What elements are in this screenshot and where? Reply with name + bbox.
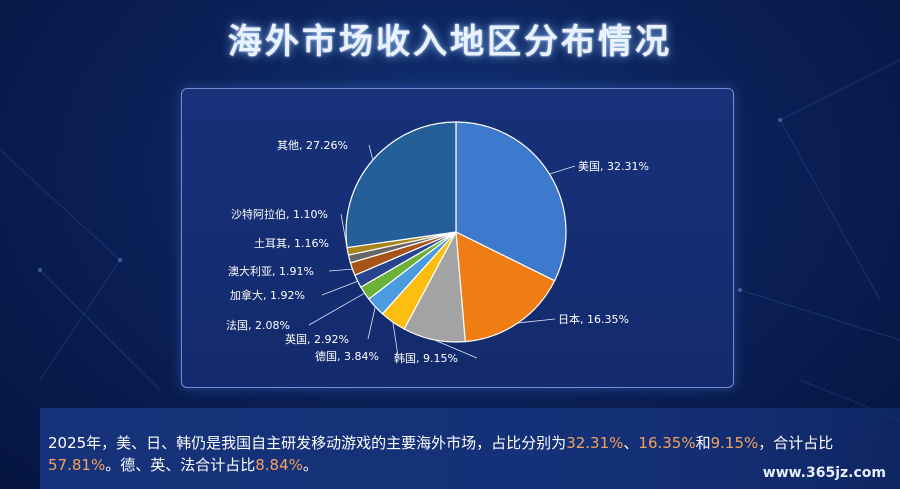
leader-line: [368, 144, 374, 161]
highlight-value: 57.81%: [48, 456, 106, 474]
highlight-value: 9.15%: [710, 434, 759, 452]
slice-label: 法国, 2.08%: [226, 318, 290, 332]
leader-line: [517, 318, 556, 324]
leader-line: [328, 268, 353, 272]
slice-label: 土耳其, 1.16%: [254, 237, 329, 250]
summary-fragment: 、: [623, 434, 639, 452]
slice-label: 沙特阿拉伯, 1.10%: [231, 207, 328, 221]
summary-fragment: 。: [302, 456, 318, 474]
leader-line: [367, 306, 376, 340]
leader-line: [433, 339, 478, 359]
highlight-value: 16.35%: [638, 434, 696, 452]
pie-slice: [455, 121, 567, 282]
leader-line: [321, 280, 358, 296]
summary-fragment: 2025年，美、日、韩仍是我国自主研发移动游戏的主要海外市场，占比分别为: [48, 434, 567, 452]
slice-label: 德国, 3.84%: [315, 349, 379, 363]
slice-label: 其他, 27.26%: [277, 139, 348, 152]
leader-line: [549, 165, 576, 175]
slice-label: 韩国, 9.15%: [394, 351, 458, 365]
summary-fragment: 。德、英、法合计占比: [105, 456, 256, 474]
slice-label: 澳大利亚, 1.91%: [228, 264, 314, 278]
pie-slice: [455, 230, 556, 343]
summary-box: 2025年，美、日、韩仍是我国自主研发移动游戏的主要海外市场，占比分别为32.3…: [40, 408, 900, 489]
summary-fragment: ，合计占比: [758, 434, 834, 452]
page-title: 海外市场收入地区分布情况: [228, 22, 672, 62]
pie-slice: [345, 121, 457, 249]
slice-label: 英国, 2.92%: [285, 332, 349, 346]
pie-chart: 美国, 32.31% 日本, 16.35% 韩国, 9.15% 德国, 3.84% 英国…: [226, 121, 649, 365]
summary-text: 2025年，美、日、韩仍是我国自主研发移动游戏的主要海外市场，占比分别为32.3…: [48, 432, 898, 476]
slice-label: 加拿大, 1.92%: [230, 288, 305, 302]
leader-line: [392, 322, 399, 357]
summary-fragment: 和: [695, 434, 711, 452]
leader-line: [308, 292, 365, 326]
highlight-value: 32.31%: [566, 434, 624, 452]
slice-label: 美国, 32.31%: [578, 160, 649, 173]
watermark: www.365jz.com: [762, 465, 886, 481]
highlight-value: 8.84%: [255, 456, 303, 474]
slice-label: 日本, 16.35%: [558, 312, 629, 326]
chart-panel: 美国, 32.31% 日本, 16.35% 韩国, 9.15% 德国, 3.84% 英国…: [181, 88, 734, 388]
